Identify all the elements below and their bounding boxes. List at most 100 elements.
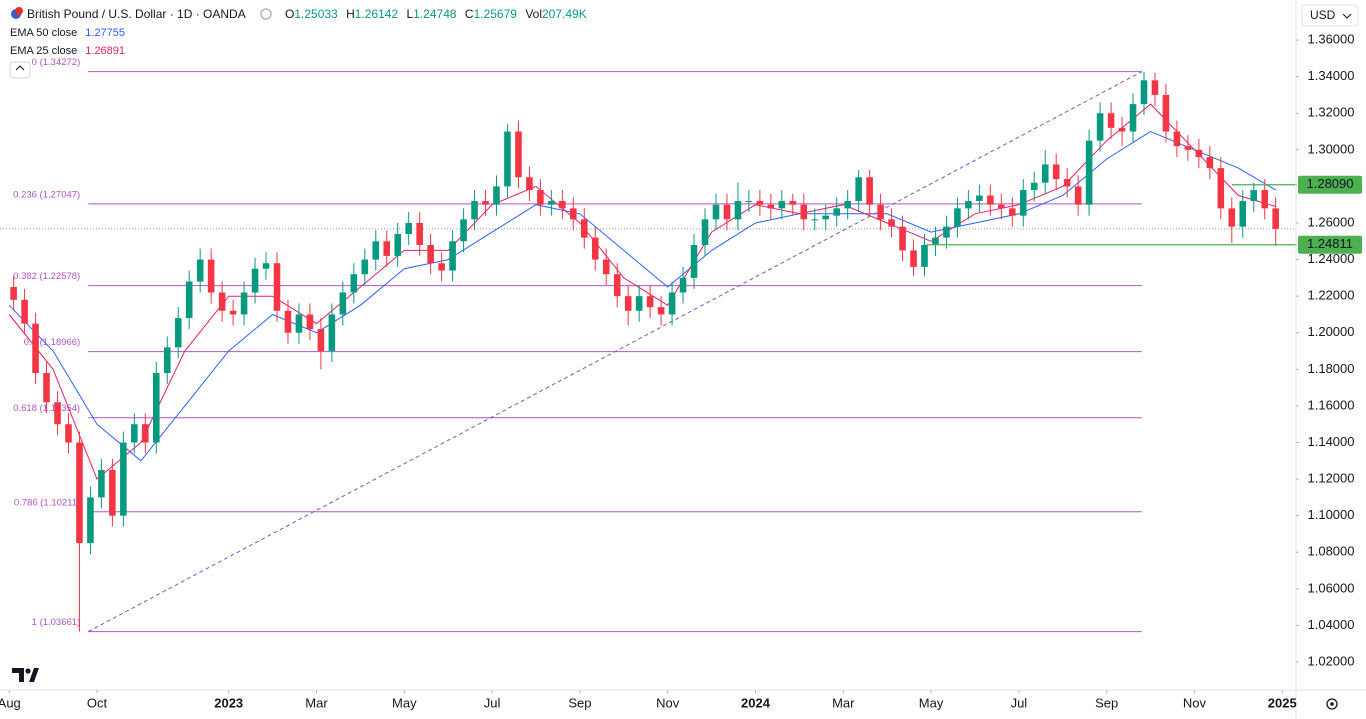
indicator-name: EMA 50 close xyxy=(10,27,77,39)
candle-body xyxy=(910,250,917,267)
candle-body xyxy=(504,131,511,187)
indicator-legend[interactable]: EMA 50 close 1.27755 xyxy=(10,27,125,39)
candle-body xyxy=(526,177,533,191)
fib-level-label: 0.5 (1.18966) xyxy=(24,337,81,348)
candle-body xyxy=(1140,80,1148,105)
x-tick-label: Aug xyxy=(0,695,21,710)
candle-body xyxy=(899,226,906,251)
candle-body xyxy=(32,323,39,373)
candle-body xyxy=(1228,208,1236,227)
candle-body xyxy=(745,201,753,203)
y-tick-label: 1.12000 xyxy=(1308,471,1355,486)
logo-shape xyxy=(25,668,31,674)
candle-body xyxy=(251,268,259,293)
y-tick-label: 1.32000 xyxy=(1308,105,1355,120)
y-tick-label: 1.04000 xyxy=(1308,617,1355,632)
symbol-title[interactable]: British Pound / U.S. Dollar · 1D · OANDA xyxy=(27,7,246,21)
price-label: 1.24811 xyxy=(1307,236,1353,251)
candle-body xyxy=(427,244,434,264)
candle-body xyxy=(1009,208,1016,216)
ohlc-legend: O1.25033 H1.26142 L1.24748 C1.25679 Vol2… xyxy=(285,7,587,21)
y-tick-label: 1.14000 xyxy=(1308,434,1355,449)
candle-body xyxy=(76,442,83,544)
candle-body xyxy=(559,201,566,209)
symbol-icon xyxy=(15,7,23,15)
ema-line xyxy=(8,130,1276,462)
candle-body xyxy=(646,296,654,308)
currency-label: USD xyxy=(1310,8,1336,22)
candle-body xyxy=(998,204,1005,209)
ohlc-key: L xyxy=(406,7,413,21)
tv-logo xyxy=(12,668,39,682)
fib-level-label: 0.786 (1.10211) xyxy=(14,497,80,508)
candle-body xyxy=(460,219,467,242)
ohlc-value: 1.24748 xyxy=(413,7,457,21)
x-tick-label: Nov xyxy=(656,695,680,710)
x-tick-label: Sep xyxy=(1095,695,1118,710)
candle-body xyxy=(372,241,380,260)
candle-body xyxy=(240,292,248,315)
hide-button[interactable] xyxy=(260,8,272,20)
candle-body xyxy=(1096,113,1104,141)
ohlc-key: O xyxy=(285,7,294,21)
candle-body xyxy=(570,208,577,220)
logo-shape xyxy=(29,668,39,682)
candle-body xyxy=(471,201,478,220)
candle-body xyxy=(1151,80,1159,95)
candle-body xyxy=(1195,149,1203,158)
fib-level-label: 0 (1.34272) xyxy=(32,57,81,68)
candle-body xyxy=(109,469,116,516)
candle-body xyxy=(1239,201,1247,227)
x-tick-label: Jul xyxy=(1011,695,1028,710)
candle-body xyxy=(43,372,50,403)
price-label-box xyxy=(1298,235,1362,254)
plot-area: 0 (1.34272) 0.236 (1.27047) 0.382 (1.22578… xyxy=(0,57,1297,633)
candle-body xyxy=(328,314,336,352)
candle-body xyxy=(1129,104,1137,132)
indicator-legend[interactable]: EMA 25 close 1.26891 xyxy=(10,45,125,57)
candle-body xyxy=(668,292,676,315)
y-tick-label: 1.30000 xyxy=(1308,141,1355,156)
candle-body xyxy=(405,222,412,234)
candle-body xyxy=(1206,157,1214,169)
candle-body xyxy=(1272,208,1279,229)
currency-dropdown[interactable] xyxy=(1301,4,1359,27)
candle-body xyxy=(723,204,731,220)
y-tick-label: 1.08000 xyxy=(1308,544,1355,559)
candle-body xyxy=(229,310,237,315)
x-tick-label: Nov xyxy=(1183,695,1207,710)
candle-body xyxy=(877,204,884,220)
candle-body xyxy=(416,222,423,245)
candle-body xyxy=(493,186,500,205)
logo-shape xyxy=(12,668,24,682)
x-tick-label: Sep xyxy=(568,695,591,710)
ohlc-value: 1.25033 xyxy=(294,7,338,21)
candle-body xyxy=(1085,140,1093,205)
settings-icon xyxy=(1326,698,1338,710)
candle-body xyxy=(965,201,972,209)
candle-body xyxy=(163,347,171,373)
indicator-value: 1.26891 xyxy=(85,45,125,57)
x-tick-label: Mar xyxy=(832,695,855,710)
candle-body xyxy=(657,307,665,315)
candle-body xyxy=(295,314,303,333)
ohlc-key: H xyxy=(346,7,355,21)
candle-body xyxy=(635,296,643,311)
candle-body xyxy=(1184,146,1192,150)
candle-body xyxy=(954,208,961,227)
settings-button[interactable] xyxy=(1326,698,1338,710)
candle-body xyxy=(712,204,720,220)
candle-body xyxy=(207,259,215,293)
dropdown-arrow xyxy=(1342,13,1352,19)
fib-level-label: 1 (1.03661) xyxy=(32,617,81,628)
candle-body xyxy=(1261,190,1269,209)
candle-body xyxy=(866,177,873,205)
y-tick-label: 1.26000 xyxy=(1308,214,1355,229)
candle-body xyxy=(196,259,204,282)
candle-body xyxy=(306,314,314,330)
expand-button[interactable] xyxy=(9,61,31,79)
candle-body xyxy=(152,372,160,443)
candle-body xyxy=(142,424,149,443)
settings-icon xyxy=(1330,702,1334,706)
ohlc-value: 1.26142 xyxy=(355,7,399,21)
